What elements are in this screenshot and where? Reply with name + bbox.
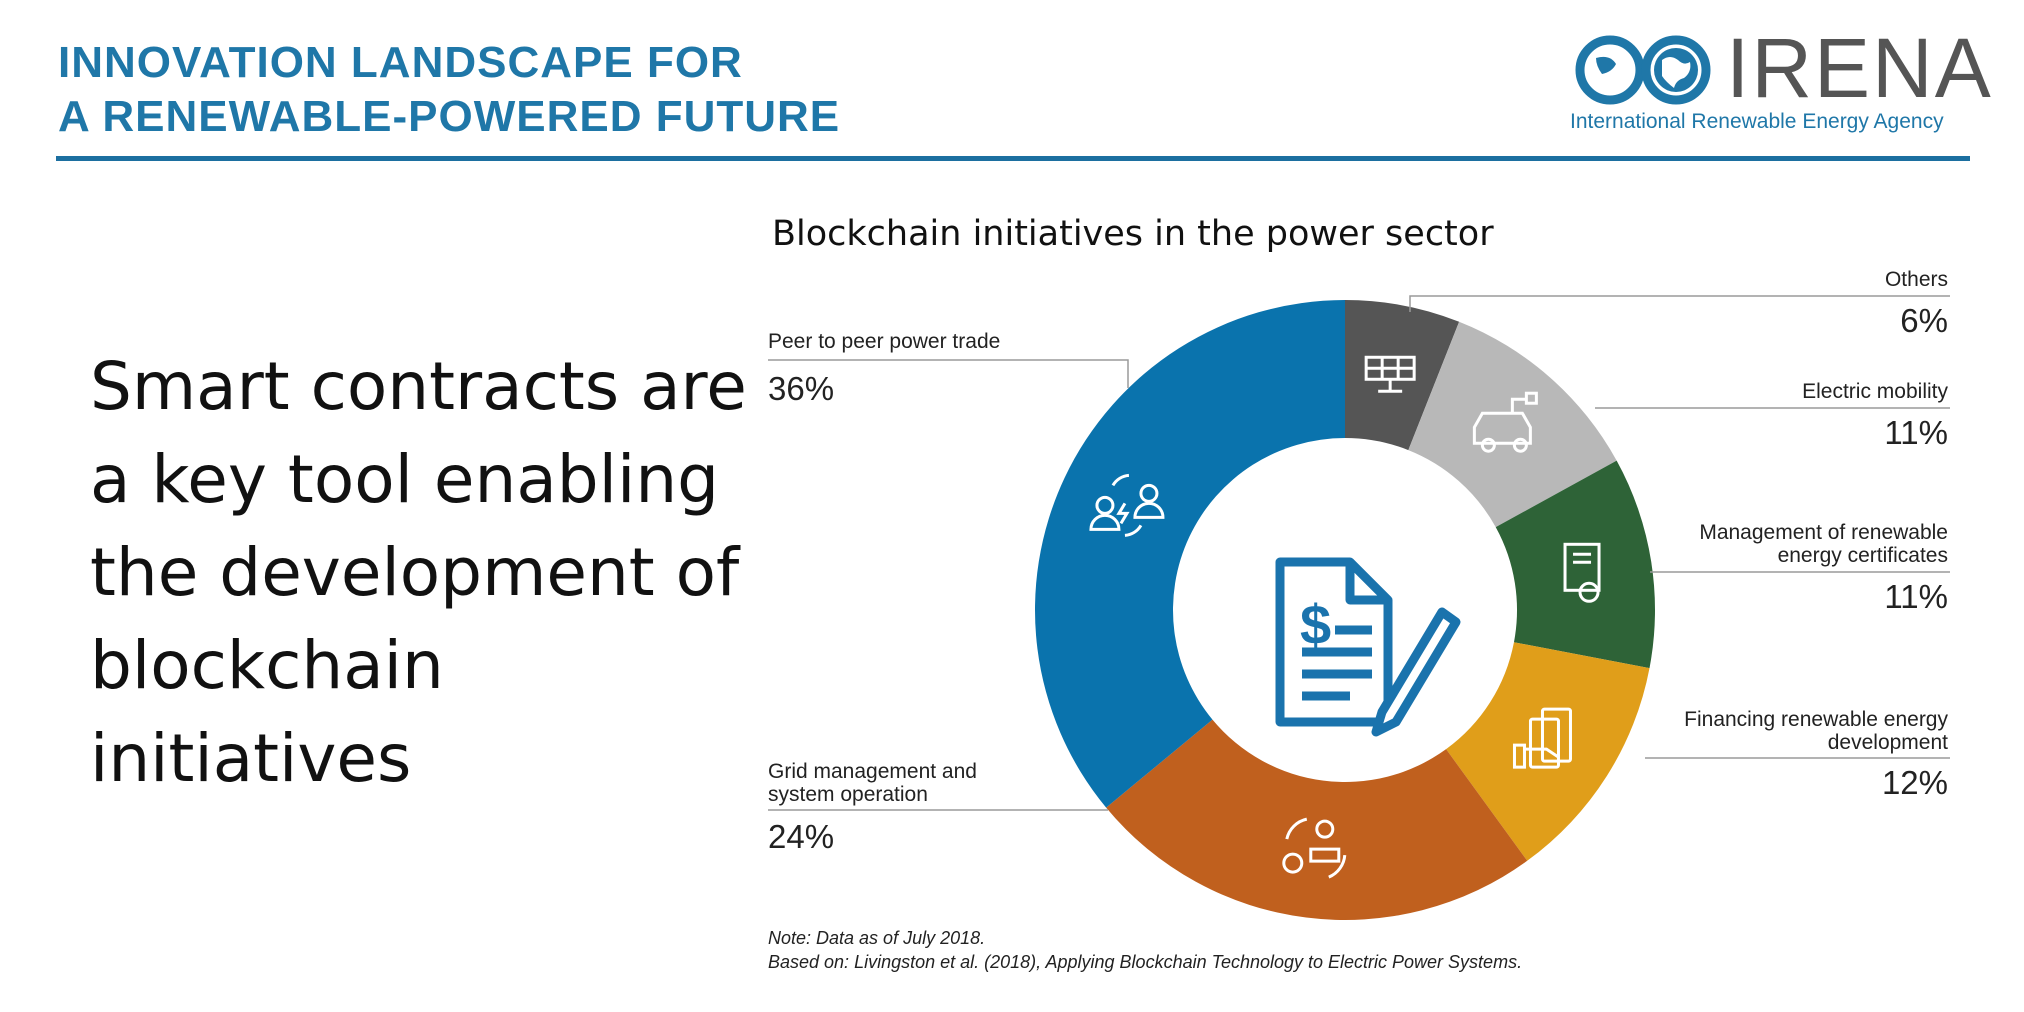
svg-text:$: $ <box>1300 593 1331 656</box>
slice-certificates <box>1495 460 1656 669</box>
solar-panel-icon <box>1364 355 1416 393</box>
certificate-icon <box>1563 542 1601 603</box>
connector-p2p <box>768 359 1129 388</box>
slice-electric-mobility <box>1408 321 1617 528</box>
irena-logo: IRENA International Renewable Energy Age… <box>1568 21 1991 140</box>
header-title-line1: INNOVATION LANDSCAPE FOR <box>58 38 743 87</box>
headline: Smart contracts are a key tool enabling … <box>90 348 747 797</box>
smart-contract-icon: $ <box>1275 557 1461 737</box>
logo-wordmark: IRENA <box>1726 21 1993 115</box>
slice-others <box>1345 300 1460 451</box>
label-electric-mobility: Electric mobility <box>1802 380 1948 403</box>
money-hand-icon <box>1512 707 1572 769</box>
pct-electric-mobility: 11% <box>1884 414 1948 451</box>
label-p2p: Peer to peer power trade <box>768 330 1001 353</box>
pct-financing: 12% <box>1881 764 1948 801</box>
globe-infinity-icon <box>1575 35 1711 105</box>
slice-p2p <box>1034 300 1345 808</box>
chart-note: Note: Data as of July 2018. <box>768 928 986 948</box>
label-certificates-line1: Management of renewable <box>1699 521 1948 544</box>
slice-grid <box>1106 719 1528 920</box>
header-divider <box>56 156 1970 161</box>
header-title-line2: A RENEWABLE-POWERED FUTURE <box>58 92 841 141</box>
chart-source: Based on: Livingston et al. (2018), Appl… <box>768 952 1523 972</box>
pct-others: 6% <box>1900 302 1948 339</box>
peer-trade-icon <box>1089 473 1165 537</box>
label-grid-line2: system operation <box>768 783 928 806</box>
pct-grid: 24% <box>768 818 835 855</box>
label-others: Others <box>1884 268 1948 291</box>
label-financing: Financing renewable energy development <box>1548 708 1948 754</box>
label-certificates-line2: energy certificates <box>1777 544 1948 567</box>
label-financing-line1: Financing renewable energy <box>1684 708 1948 731</box>
label-financing-line2: development <box>1827 731 1948 754</box>
pct-p2p: 36% <box>768 370 835 407</box>
label-grid: Grid management and system operation <box>768 760 1168 806</box>
label-grid-line1: Grid management and <box>768 760 977 783</box>
logo-subtitle: International Renewable Energy Agency <box>1570 110 1944 133</box>
chart-title: Blockchain initiatives in the power sect… <box>772 214 1494 254</box>
connector-others <box>1409 295 1950 312</box>
label-certificates: Management of renewable energy certifica… <box>1548 521 1948 567</box>
electric-car-icon <box>1472 391 1538 453</box>
grid-operator-icon <box>1282 817 1347 879</box>
header-title: INNOVATION LANDSCAPE FOR A RENEWABLE-POW… <box>58 36 840 144</box>
pct-certificates: 11% <box>1884 578 1948 615</box>
